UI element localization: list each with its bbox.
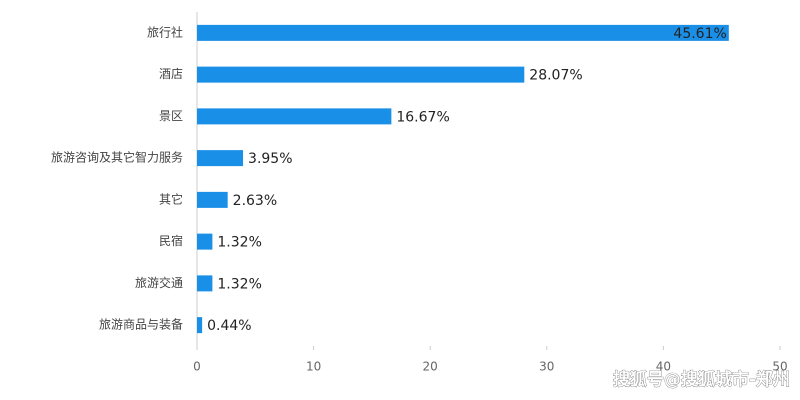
y-tick-label: 民宿 xyxy=(159,233,183,248)
bar xyxy=(197,150,244,167)
x-tick-label: 40 xyxy=(656,360,671,374)
value-label: 1.32% xyxy=(217,235,261,251)
x-tick-label: 0 xyxy=(193,360,201,374)
x-tick-label: 30 xyxy=(539,360,554,374)
y-tick-label: 旅行社 xyxy=(147,24,183,39)
value-label: 3.95% xyxy=(248,151,292,167)
x-tick-label: 10 xyxy=(306,360,321,374)
value-label: 28.07% xyxy=(529,68,582,84)
bar xyxy=(197,233,213,250)
value-label: 2.63% xyxy=(233,193,277,209)
value-label: 45.61% xyxy=(673,26,726,42)
y-tick-label: 其它 xyxy=(159,191,183,206)
watermark: 搜狐号@搜狐城市-郑州 xyxy=(613,369,790,390)
value-label: 1.32% xyxy=(217,276,261,292)
bar xyxy=(197,24,729,41)
value-label: 16.67% xyxy=(396,109,449,125)
bar xyxy=(197,191,228,208)
y-tick-label: 景区 xyxy=(159,109,183,123)
x-tick-label: 50 xyxy=(772,360,787,374)
y-tick-label: 旅游咨询及其它智力服务 xyxy=(51,150,183,165)
bar xyxy=(197,66,525,83)
bar xyxy=(197,275,213,292)
bar xyxy=(197,108,392,125)
x-tick-label: 20 xyxy=(423,360,438,374)
y-tick-label: 旅游交通 xyxy=(135,275,183,290)
value-label: 0.44% xyxy=(207,318,251,334)
y-tick-label: 酒店 xyxy=(159,67,183,81)
bar xyxy=(197,317,203,334)
y-tick-label: 旅游商品与装备 xyxy=(99,317,183,332)
